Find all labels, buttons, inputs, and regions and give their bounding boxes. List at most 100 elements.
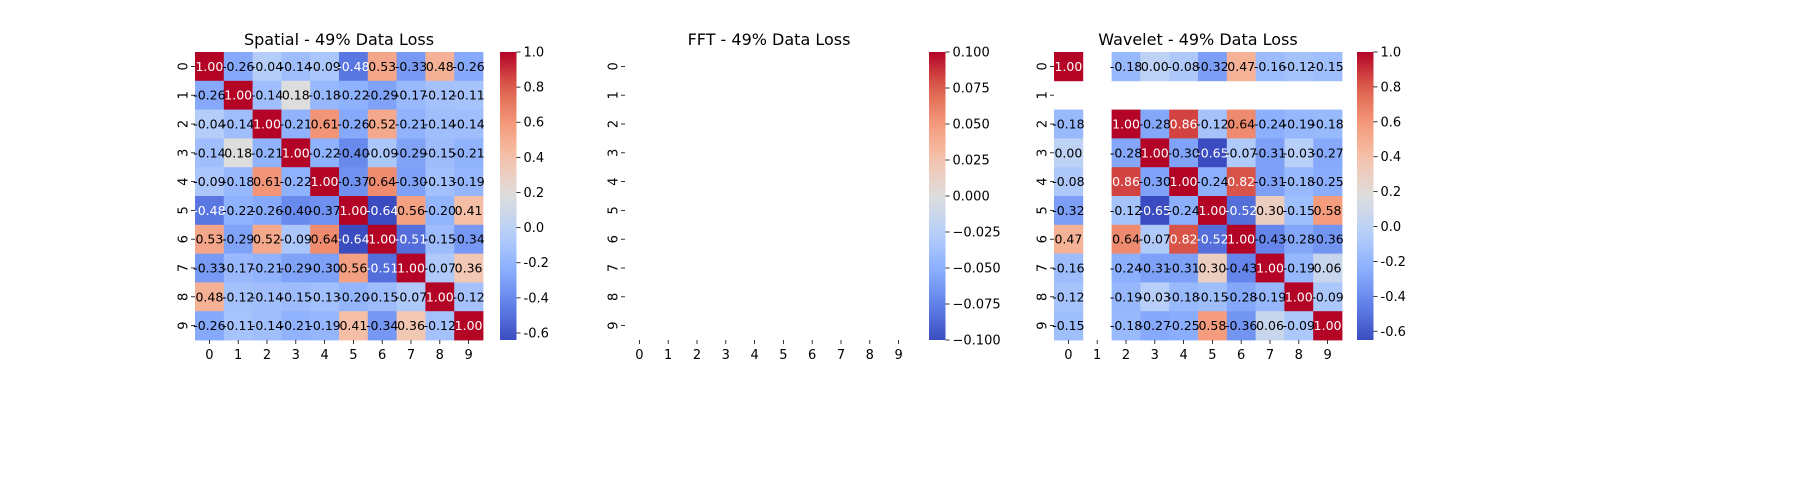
heatmap-cell [1226, 196, 1256, 226]
x-tick-label: 2 [693, 348, 701, 363]
heatmap-cell [1313, 282, 1343, 312]
cell-value-label: 0.86 [1112, 174, 1140, 189]
heatmap-cell [281, 253, 311, 283]
y-tick-label: 2 [607, 120, 622, 128]
heatmap-cell [252, 52, 282, 82]
colorbar-tick-label: 0.8 [1381, 80, 1402, 95]
cell-value-label: -0.15 [366, 289, 398, 304]
x-tick-label: 0 [635, 348, 643, 363]
cell-value-label: -0.27 [1139, 318, 1171, 333]
cell-value-label: -0.27 [1311, 145, 1343, 160]
heatmap-cell [454, 253, 484, 283]
cell-value-label: -0.18 [1311, 117, 1343, 132]
x-tick-label: 9 [1323, 348, 1331, 363]
cell-value-label: 0.47 [1054, 232, 1082, 247]
y-tick-label: 1 [177, 91, 192, 99]
heatmap-cell [1140, 52, 1170, 82]
heatmap-cell [339, 167, 369, 197]
cell-value-label: -0.18 [1052, 117, 1084, 132]
cell-value-label: 0.30 [1198, 261, 1226, 276]
heatmap-cell [281, 109, 311, 139]
heatmap-cell [1284, 109, 1314, 139]
cell-value-label: -0.15 [280, 289, 312, 304]
cell-value-label: -0.07 [1225, 145, 1257, 160]
x-tick-label: 8 [1295, 348, 1303, 363]
cell-value-label: 0.61 [253, 174, 281, 189]
colorbar-tick-label: −0.075 [953, 298, 1001, 313]
cell-value-label: -0.13 [308, 289, 340, 304]
heatmap-cell [310, 109, 340, 139]
heatmap-cell [1313, 138, 1343, 168]
cell-value-label: -0.17 [222, 261, 254, 276]
heatmap-cell [1284, 224, 1314, 254]
cell-value-label: -0.03 [1283, 145, 1315, 160]
heatmap-cell [195, 253, 225, 283]
x-tick-label: 7 [407, 348, 415, 363]
cell-value-label: 0.00 [1054, 145, 1082, 160]
y-tick-label: 3 [607, 149, 622, 157]
y-tick-label: 5 [177, 206, 192, 214]
x-tick-label: 6 [378, 348, 386, 363]
heatmap-cell [339, 138, 369, 168]
y-tick-label: 3 [177, 149, 192, 157]
heatmap-cell [1169, 138, 1199, 168]
heatmap-cell [367, 224, 397, 254]
cell-value-label: -0.08 [1052, 174, 1084, 189]
cell-value-label: -0.12 [1052, 289, 1084, 304]
heatmap-cell [1226, 282, 1256, 312]
y-tick-label: 4 [1036, 177, 1051, 185]
cell-value-label: -0.18 [1110, 59, 1142, 74]
cell-value-label: -0.18 [1110, 318, 1142, 333]
heatmap-cell [195, 282, 225, 312]
heatmap-cell [223, 196, 253, 226]
x-tick-label: 8 [866, 348, 874, 363]
heatmap-cell [396, 196, 426, 226]
y-tick-label: 5 [1036, 206, 1051, 214]
heatmap-cell [1198, 109, 1228, 139]
cell-value-label: -0.28 [1110, 145, 1142, 160]
heatmap-cell [1198, 224, 1228, 254]
cell-value-label: -0.25 [1311, 174, 1343, 189]
cell-value-label: -0.26 [193, 318, 225, 333]
cell-value-label: -0.30 [395, 174, 427, 189]
heatmap-cell [1140, 196, 1170, 226]
heatmap-cell [454, 167, 484, 197]
heatmap-cell [1140, 138, 1170, 168]
cell-value-label: -0.28 [1283, 232, 1315, 247]
heatmap-cell [396, 80, 426, 110]
cell-value-label: -0.30 [1139, 174, 1171, 189]
cell-value-label: -0.64 [337, 232, 369, 247]
cell-value-label: -0.24 [1254, 117, 1286, 132]
heatmap-cell [310, 138, 340, 168]
heatmap-cell [1111, 109, 1141, 139]
colorbar-tick-label: −0.025 [953, 226, 1001, 241]
cell-value-label: -0.12 [424, 318, 456, 333]
heatmap-cell [1140, 311, 1170, 341]
cell-value-label: -0.04 [193, 117, 225, 132]
heatmap-panel-0: Spatial - 49% Data Loss1.00-0.26-0.04-0.… [177, 30, 549, 363]
cell-value-label: -0.31 [1167, 261, 1199, 276]
heatmap-cell [252, 138, 282, 168]
y-tick-label: 2 [1036, 120, 1051, 128]
cell-value-label: -0.29 [222, 232, 254, 247]
heatmap-cell [195, 311, 225, 341]
heatmap-cell [1198, 167, 1228, 197]
cell-value-label: -0.12 [1110, 203, 1142, 218]
cell-value-label: -0.30 [1167, 145, 1199, 160]
cell-value-label: -0.14 [193, 145, 225, 160]
cell-value-label: -0.31 [1139, 261, 1171, 276]
heatmap-cell [396, 109, 426, 139]
cell-value-label: 1.00 [1141, 145, 1169, 160]
heatmap-cell [1313, 196, 1343, 226]
heatmap-cell [454, 80, 484, 110]
heatmap-cell [396, 224, 426, 254]
cell-value-label: -0.40 [337, 145, 369, 160]
heatmap-cell [195, 80, 225, 110]
cell-value-label: -0.25 [1167, 318, 1199, 333]
colorbar-tick-label: 0.025 [953, 154, 990, 169]
heatmap-cell [1054, 224, 1084, 254]
cell-value-label: 0.64 [1112, 232, 1140, 247]
cell-value-label: -0.52 [1196, 232, 1228, 247]
cell-value-label: -0.14 [424, 117, 456, 132]
